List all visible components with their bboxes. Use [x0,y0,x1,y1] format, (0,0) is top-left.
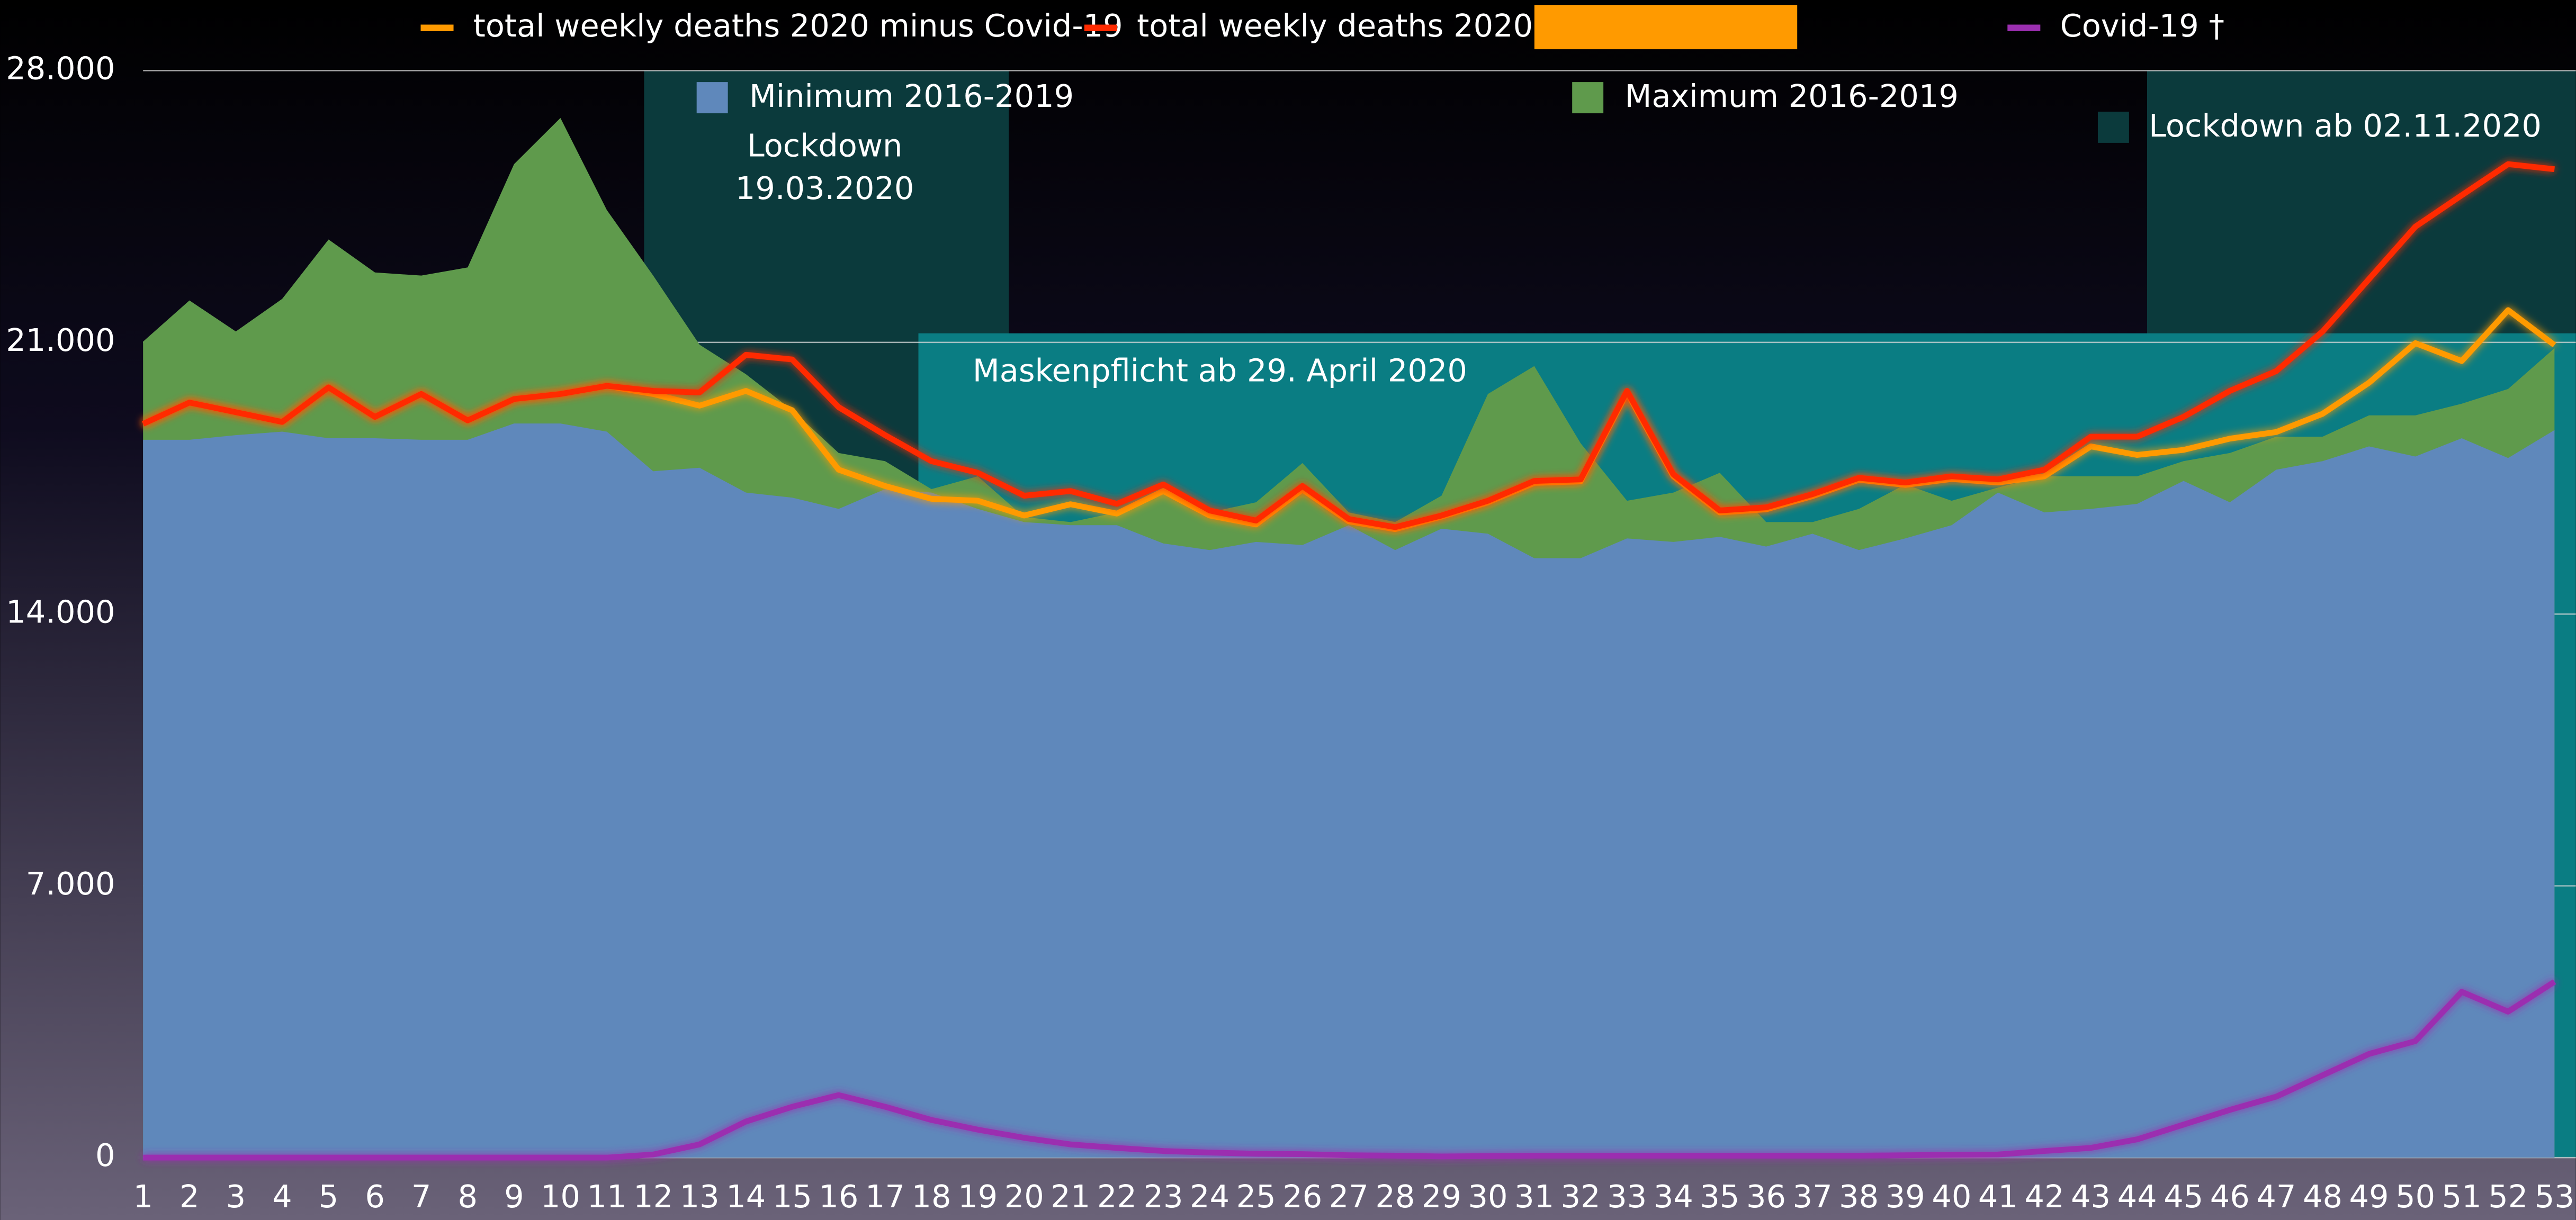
x-tick-label: 38 [1839,1178,1879,1215]
x-tick-label: 47 [2256,1178,2296,1215]
annotation: Maskenpflicht ab 29. April 2020 [973,352,1467,388]
x-tick-label: 49 [2349,1178,2389,1215]
x-tick-label: 19 [958,1178,998,1215]
x-tick-label: 13 [680,1178,720,1215]
x-tick-label: 32 [1561,1178,1601,1215]
x-tick-label: 7 [411,1178,431,1215]
annotation: Lockdown [747,127,902,164]
legend-label: Minimum 2016-2019 [749,78,1074,114]
x-tick-label: 16 [819,1178,858,1215]
x-tick-label: 3 [226,1178,246,1215]
x-tick-label: 9 [504,1178,524,1215]
x-tick-label: 53 [2535,1178,2574,1215]
legend-highlight [1534,5,1798,50]
x-tick-label: 43 [2071,1178,2111,1215]
x-tick-label: 18 [912,1178,952,1215]
x-tick-label: 20 [1004,1178,1044,1215]
x-tick-label: 14 [726,1178,766,1215]
x-tick-label: 27 [1329,1178,1369,1215]
legend-label: Maximum 2016-2019 [1624,78,1958,114]
x-tick-label: 42 [2024,1178,2064,1215]
y-tick-label: 28.000 [6,50,115,87]
legend-swatch [696,82,728,114]
x-tick-label: 1 [133,1178,153,1215]
x-tick-label: 46 [2210,1178,2250,1215]
x-tick-label: 39 [1886,1178,1925,1215]
x-tick-label: 50 [2395,1178,2435,1215]
x-tick-label: 40 [1932,1178,1971,1215]
x-tick-label: 5 [319,1178,339,1215]
legend-label: total weekly deaths 2020 [1137,7,1533,44]
annotation: Lockdown ab 02.11.2020 [2149,107,2542,144]
x-tick-label: 11 [587,1178,627,1215]
x-tick-label: 28 [1375,1178,1415,1215]
x-tick-label: 33 [1607,1178,1647,1215]
x-tick-label: 51 [2442,1178,2482,1215]
x-tick-label: 31 [1514,1178,1554,1215]
line [143,979,2556,1161]
y-tick-label: 7.000 [26,865,115,902]
line [141,161,2555,530]
x-tick-label: 2 [179,1178,200,1215]
x-tick-label: 25 [1236,1178,1276,1215]
x-tick-label: 4 [272,1178,292,1215]
y-tick-label: 14.000 [6,593,115,630]
x-tick-label: 37 [1793,1178,1833,1215]
x-tick-label: 22 [1097,1178,1137,1215]
x-tick-label: 17 [865,1178,905,1215]
x-tick-label: 23 [1143,1178,1183,1215]
x-tick-label: 45 [2164,1178,2203,1215]
annotation: 19.03.2020 [735,170,914,206]
x-tick-label: 52 [2488,1178,2528,1215]
annotation-swatch [2097,111,2129,143]
y-tick-label: 0 [95,1137,115,1173]
x-tick-label: 8 [458,1178,478,1215]
area [143,423,2555,1158]
x-tick-label: 41 [1978,1178,2018,1215]
x-tick-label: 36 [1746,1178,1786,1215]
x-tick-label: 34 [1654,1178,1693,1215]
x-tick-label: 15 [773,1178,812,1215]
legend-label: total weekly deaths 2020 minus Covid-19 [473,7,1123,44]
areas [143,118,2555,1158]
y-tick-label: 21.000 [6,322,115,358]
x-tick-label: 10 [541,1178,580,1215]
legend-swatch [1572,82,1604,114]
x-tick-label: 21 [1051,1178,1090,1215]
x-tick-label: 12 [633,1178,673,1215]
x-tick-label: 30 [1468,1178,1508,1215]
x-tick-label: 35 [1700,1178,1739,1215]
x-tick-label: 6 [365,1178,385,1215]
x-tick-label: 24 [1190,1178,1229,1215]
legend-label: Covid-19 † [2060,7,2224,44]
lines [141,161,2556,1161]
x-tick-label: 44 [2117,1178,2157,1215]
x-tick-label: 29 [1422,1178,1461,1215]
x-tick-label: 26 [1282,1178,1322,1215]
x-tick-label: 48 [2303,1178,2342,1215]
